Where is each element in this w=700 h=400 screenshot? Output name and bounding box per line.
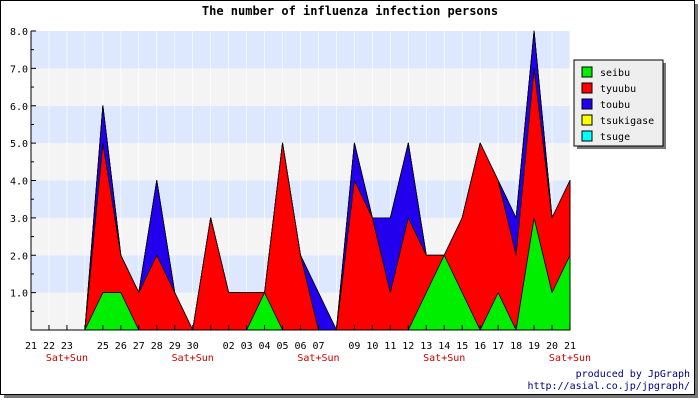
y-tick-label: 2.0 xyxy=(10,251,28,262)
x-tick-label: 23 xyxy=(61,341,73,352)
legend-label-tsuge: tsuge xyxy=(600,132,630,143)
legend-swatch-seibu xyxy=(581,66,593,78)
x-tick-label: 11 xyxy=(384,341,396,352)
legend-swatch-tsukigase xyxy=(581,114,593,126)
legend-label-seibu: seibu xyxy=(600,68,630,79)
weekend-label: Sat+Sun xyxy=(297,353,339,364)
legend-label-tsukigase: tsukigase xyxy=(600,116,654,127)
legend-label-tyuubu: tyuubu xyxy=(600,84,636,95)
weekend-label: Sat+Sun xyxy=(172,353,214,364)
y-axis-labels: 1.0 2.0 3.0 4.0 5.0 6.0 7.0 8.0 xyxy=(10,27,28,300)
x-tick-label: 06 xyxy=(294,341,306,352)
x-tick-label: 09 xyxy=(348,341,360,352)
y-tick-label: 1.0 xyxy=(10,289,28,300)
x-tick-label: 27 xyxy=(133,341,145,352)
x-tick-label: 25 xyxy=(97,341,109,352)
y-tick-label: 6.0 xyxy=(10,102,28,113)
legend-swatch-toubu xyxy=(581,98,593,110)
y-tick-label: 5.0 xyxy=(10,139,28,150)
legend-label-toubu: toubu xyxy=(600,100,630,111)
footer-url[interactable]: http://asial.co.jp/jpgraph/ xyxy=(527,381,690,392)
legend-swatch-tyuubu xyxy=(581,82,593,94)
x-tick-label: 17 xyxy=(492,341,504,352)
x-tick-label: 02 xyxy=(223,341,235,352)
x-tick-label: 13 xyxy=(420,341,432,352)
x-tick-label: 10 xyxy=(366,341,378,352)
weekend-labels: Sat+Sun Sat+Sun Sat+Sun Sat+Sun Sat+Sun xyxy=(46,353,591,364)
x-tick-label: 12 xyxy=(402,341,414,352)
x-tick-label: 30 xyxy=(187,341,199,352)
x-tick-label: 20 xyxy=(546,341,558,352)
legend-swatch-tsuge xyxy=(581,130,593,142)
x-tick-label: 05 xyxy=(277,341,289,352)
x-tick-label: 21 xyxy=(25,341,37,352)
weekend-label: Sat+Sun xyxy=(549,353,591,364)
x-tick-label: 29 xyxy=(169,341,181,352)
axes xyxy=(30,30,571,331)
x-tick-label: 15 xyxy=(456,341,468,352)
x-tick-label: 14 xyxy=(438,341,450,352)
chart-title: The number of influenza infection person… xyxy=(202,4,498,18)
y-tick-label: 4.0 xyxy=(10,177,28,188)
x-tick-label: 28 xyxy=(151,341,163,352)
x-tick-label: 21 xyxy=(564,341,576,352)
legend: seibu tyuubu toubu tsukigase tsuge xyxy=(573,59,666,149)
footer-produced-by: produced by JpGraph xyxy=(576,369,690,380)
weekend-label: Sat+Sun xyxy=(423,353,465,364)
x-tick-label: 18 xyxy=(510,341,522,352)
x-tick-label: 03 xyxy=(241,341,253,352)
y-tick-label: 3.0 xyxy=(10,214,28,225)
weekend-label: Sat+Sun xyxy=(46,353,88,364)
y-tick-label: 7.0 xyxy=(10,64,28,75)
x-tick-label: 16 xyxy=(474,341,486,352)
x-tick-label: 07 xyxy=(312,341,324,352)
x-axis-labels: 21 22 23 25 26 27 28 29 30 02 03 04 05 06 07 09 10 11 12 13… xyxy=(25,341,576,352)
x-tick-label: 04 xyxy=(259,341,271,352)
x-tick-label: 22 xyxy=(43,341,55,352)
x-tick-label: 26 xyxy=(115,341,127,352)
x-tick-label: 19 xyxy=(528,341,540,352)
y-tick-label: 8.0 xyxy=(10,27,28,38)
